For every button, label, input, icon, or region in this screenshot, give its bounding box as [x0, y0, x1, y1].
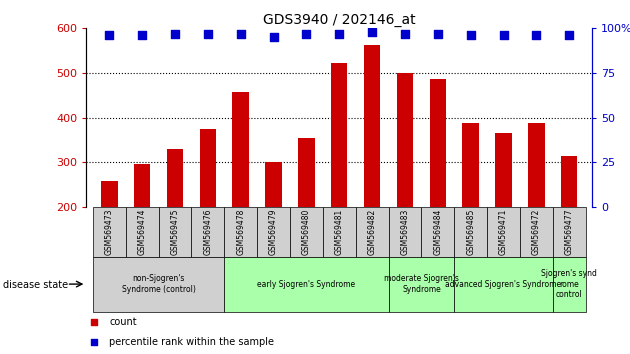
Text: GSM569484: GSM569484: [433, 209, 442, 255]
Bar: [101, 181, 118, 296]
Bar: [159, 207, 192, 257]
Bar: [290, 207, 323, 257]
Title: GDS3940 / 202146_at: GDS3940 / 202146_at: [263, 13, 416, 27]
Text: GSM569478: GSM569478: [236, 209, 245, 255]
Text: GSM569480: GSM569480: [302, 209, 311, 255]
Bar: [257, 207, 290, 257]
Point: [498, 33, 508, 38]
Text: GSM569485: GSM569485: [466, 209, 475, 255]
Point: [433, 31, 443, 36]
Point: [137, 33, 147, 38]
Text: count: count: [109, 318, 137, 327]
Bar: [134, 164, 151, 296]
Bar: [553, 257, 586, 312]
Text: disease state: disease state: [3, 280, 68, 290]
Text: GSM569476: GSM569476: [203, 209, 212, 255]
Bar: [265, 162, 282, 296]
Point: [301, 31, 311, 36]
Bar: [298, 138, 314, 296]
Bar: [192, 207, 224, 257]
Point: [367, 29, 377, 35]
Text: GSM569475: GSM569475: [171, 209, 180, 255]
Bar: [93, 207, 126, 257]
Point: [268, 34, 278, 40]
Point: [564, 33, 575, 38]
Bar: [495, 133, 512, 296]
Bar: [454, 207, 487, 257]
Bar: [528, 123, 544, 296]
Text: Sjogren's synd
rome
control: Sjogren's synd rome control: [541, 269, 597, 299]
Text: GSM569474: GSM569474: [137, 209, 147, 255]
Point: [203, 31, 213, 36]
Bar: [364, 45, 381, 296]
Bar: [397, 73, 413, 296]
Bar: [93, 257, 224, 312]
Bar: [224, 257, 389, 312]
Point: [531, 33, 541, 38]
Text: non-Sjogren's
Syndrome (control): non-Sjogren's Syndrome (control): [122, 274, 195, 294]
Point: [466, 33, 476, 38]
Bar: [356, 207, 389, 257]
Bar: [520, 207, 553, 257]
Bar: [389, 207, 421, 257]
Text: GSM569483: GSM569483: [401, 209, 410, 255]
Bar: [331, 63, 348, 296]
Bar: [167, 149, 183, 296]
Text: early Sjogren's Syndrome: early Sjogren's Syndrome: [257, 280, 355, 289]
Bar: [323, 207, 356, 257]
Bar: [224, 207, 257, 257]
Point: [89, 320, 99, 325]
Bar: [454, 257, 553, 312]
Point: [334, 31, 344, 36]
Text: GSM569473: GSM569473: [105, 209, 114, 255]
Text: GSM569482: GSM569482: [368, 209, 377, 255]
Text: GSM569471: GSM569471: [499, 209, 508, 255]
Text: moderate Sjogren's
Syndrome: moderate Sjogren's Syndrome: [384, 274, 459, 294]
Text: GSM569472: GSM569472: [532, 209, 541, 255]
Bar: [553, 207, 586, 257]
Text: percentile rank within the sample: percentile rank within the sample: [109, 337, 274, 347]
Text: GSM569481: GSM569481: [335, 209, 344, 255]
Text: advanced Sjogren's Syndrome: advanced Sjogren's Syndrome: [445, 280, 561, 289]
Text: GSM569479: GSM569479: [269, 209, 278, 255]
Text: GSM569477: GSM569477: [564, 209, 574, 255]
Bar: [232, 92, 249, 296]
Point: [89, 339, 99, 345]
Bar: [126, 207, 159, 257]
Point: [236, 31, 246, 36]
Bar: [200, 129, 216, 296]
Point: [105, 33, 115, 38]
Point: [400, 31, 410, 36]
Bar: [389, 257, 454, 312]
Point: [170, 31, 180, 36]
Bar: [487, 207, 520, 257]
Bar: [430, 79, 446, 296]
Bar: [421, 207, 454, 257]
Bar: [462, 123, 479, 296]
Bar: [561, 156, 578, 296]
